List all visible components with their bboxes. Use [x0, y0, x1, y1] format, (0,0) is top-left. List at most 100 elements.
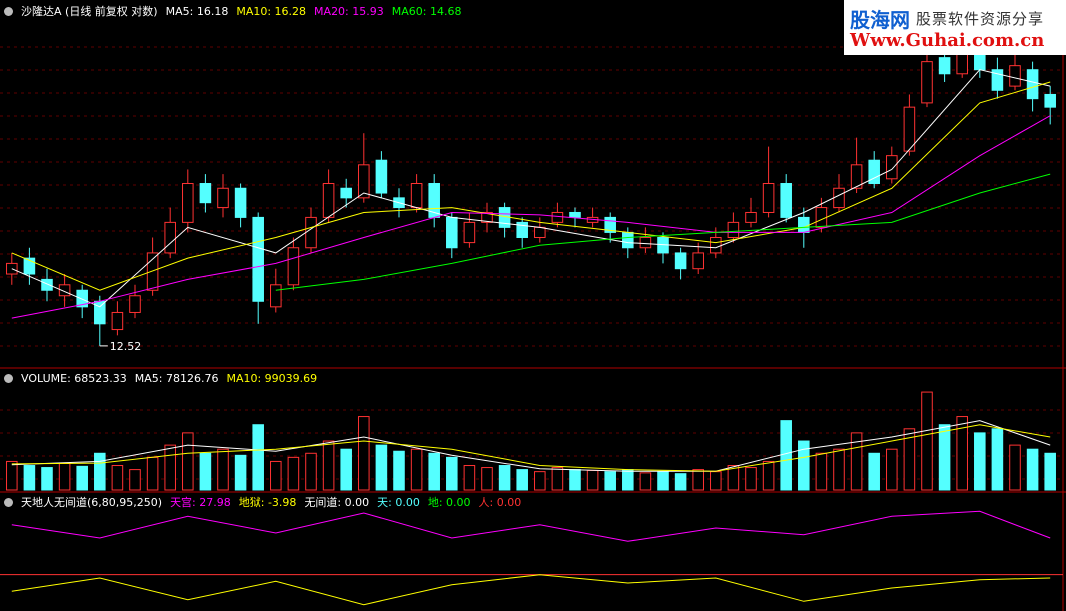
- volume-bar: [762, 460, 775, 491]
- volume-bar: [516, 469, 528, 491]
- volume-bar: [780, 420, 792, 491]
- candle-body: [1044, 93, 1056, 108]
- candle-body: [111, 311, 124, 331]
- url: Www.Guhai.com.cn: [850, 30, 1045, 51]
- volume-bar: [182, 432, 194, 491]
- series-line: [11, 574, 1051, 606]
- volume-bar: [604, 471, 616, 491]
- volume-bar: [111, 465, 124, 491]
- series-line: [11, 510, 1051, 542]
- candle-body: [727, 221, 740, 238]
- candle-body: [938, 57, 951, 75]
- legend-entry: 地狱: -3.98: [238, 496, 297, 509]
- volume-bar: [956, 416, 968, 491]
- volume-bar: [305, 452, 317, 491]
- candle-body: [569, 211, 581, 218]
- volume-bar: [745, 467, 757, 491]
- volume-bar: [23, 465, 36, 491]
- candle-body: [692, 252, 704, 270]
- candle-body: [94, 300, 106, 325]
- legend-entry: 地: 0.00: [427, 496, 471, 509]
- candle-body: [146, 252, 159, 291]
- volume-bar: [938, 424, 951, 491]
- volume-bar: [94, 452, 106, 491]
- candle-body: [604, 216, 616, 233]
- legend-entry: MA60: 14.68: [391, 4, 462, 18]
- candle-body: [886, 155, 898, 180]
- volume-bar: [498, 465, 511, 491]
- volume-bar: [710, 471, 722, 491]
- menu-dot[interactable]: [4, 497, 13, 507]
- volume-bar: [358, 416, 370, 491]
- candle-body: [921, 61, 933, 104]
- volume-bar: [252, 424, 264, 491]
- candle-body: [534, 226, 546, 238]
- volume-bar: [340, 448, 352, 491]
- volume-bar: [129, 469, 141, 491]
- chart-title: VOLUME: 68523.33: [21, 372, 127, 385]
- candle-body: [1009, 65, 1021, 87]
- candle-body: [375, 159, 388, 194]
- volume-bar: [270, 460, 282, 491]
- candle-body: [23, 257, 36, 275]
- candle-body: [991, 69, 1004, 91]
- indicator-header: 天地人无间道(6,80,95,250) 天宫: 27.98 地狱: -3.98 无间…: [4, 494, 521, 510]
- series-line: [11, 115, 1051, 319]
- candle-body: [199, 183, 212, 204]
- menu-dot[interactable]: [4, 374, 13, 383]
- annotation: 12.52: [110, 340, 142, 353]
- volume-bar: [76, 465, 88, 491]
- volume-bar: [692, 469, 704, 491]
- candle-body: [76, 289, 88, 308]
- volume-bar: [164, 444, 176, 491]
- volume-bar: [58, 462, 71, 491]
- volume-bar: [146, 456, 159, 491]
- volume-bar: [446, 456, 458, 491]
- volume-bar: [886, 448, 898, 491]
- volume-bar: [639, 472, 652, 491]
- volume-bar: [815, 452, 828, 491]
- candle-body: [129, 295, 141, 313]
- candle-body: [270, 284, 282, 308]
- legend-entry: 人: 0.00: [478, 496, 522, 509]
- candle-body: [58, 284, 71, 297]
- volume-bar: [921, 391, 933, 491]
- candle-body: [762, 183, 775, 213]
- menu-dot[interactable]: [4, 6, 13, 16]
- candle-body: [322, 183, 335, 218]
- candle-body: [410, 183, 423, 209]
- candle-body: [903, 106, 916, 152]
- volume-bar: [657, 471, 669, 491]
- candle-body: [182, 183, 194, 223]
- volume-bar: [903, 428, 916, 491]
- candle-body: [305, 216, 317, 249]
- watermark: 股海网 股票软件资源分享 Www.Guhai.com.cn: [844, 0, 1066, 55]
- legend-entry: MA20: 15.93: [314, 4, 384, 18]
- candle-body: [868, 159, 880, 185]
- volume-bar: [622, 469, 634, 491]
- chart-title: 沙隆达A (日线 前复权 对数): [21, 5, 158, 18]
- candle-body: [340, 187, 352, 199]
- volume-bar: [833, 448, 845, 491]
- volume-bar: [41, 467, 53, 491]
- series-line: [11, 69, 1051, 308]
- candle-body: [287, 247, 300, 286]
- candle-body: [798, 216, 810, 233]
- candle-body: [252, 216, 264, 302]
- chart-title: 天地人无间道(6,80,95,250): [21, 496, 163, 509]
- legend-entry: 天宫: 27.98: [170, 496, 231, 509]
- candle-body: [516, 221, 528, 238]
- candle-body: [1026, 69, 1039, 100]
- candle-body: [674, 252, 687, 270]
- legend-entry: 天: 0.00: [377, 496, 420, 509]
- volume-bar: [322, 440, 335, 491]
- candle-body: [639, 236, 652, 249]
- volume-bar: [727, 465, 740, 491]
- candle-body: [217, 187, 229, 209]
- volume-bar: [428, 452, 440, 491]
- candle-body: [956, 53, 968, 75]
- volume-bar: [393, 450, 405, 491]
- volume-bar: [1009, 444, 1021, 491]
- volume-bar: [868, 452, 880, 491]
